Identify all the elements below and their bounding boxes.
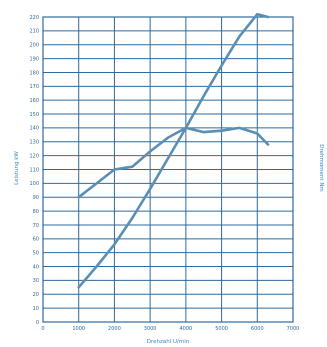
y-tick-label: 160 — [29, 98, 39, 104]
y-tick-label: 50 — [33, 250, 39, 256]
y-tick-label: 210 — [29, 29, 39, 35]
y-tick-label: 220 — [29, 15, 39, 21]
x-tick-label: 2000 — [108, 326, 121, 332]
y-tick-label: 150 — [29, 112, 39, 118]
y-tick-label: 90 — [33, 195, 39, 201]
y-axis-right-label: Drehmoment Nm — [318, 144, 324, 192]
series-group — [77, 12, 270, 289]
x-tick-label: 4000 — [179, 326, 192, 332]
x-axis-label: Drehzahl U/min — [147, 339, 190, 345]
series-line-1 — [77, 12, 270, 289]
y-tick-label: 170 — [29, 84, 39, 90]
x-tick-label: 0 — [41, 326, 44, 332]
y-tick-label: 190 — [29, 56, 39, 62]
y-tick-label: 140 — [29, 126, 39, 132]
x-tick-label: 6000 — [251, 326, 264, 332]
y-tick-label: 40 — [33, 264, 39, 270]
y-tick-label: 70 — [33, 223, 39, 229]
x-tick-label: 3000 — [144, 326, 157, 332]
x-tick-label: 7000 — [287, 326, 300, 332]
y-tick-label: 120 — [29, 153, 39, 159]
y-tick-label: 0 — [36, 320, 39, 326]
y-axis-left-label: Leistung kW — [14, 151, 20, 185]
y-tick-label: 20 — [33, 292, 39, 298]
y-tick-label: 10 — [33, 306, 39, 312]
y-tick-label: 180 — [29, 70, 39, 76]
y-tick-label: 100 — [29, 181, 39, 187]
y-tick-label: 200 — [29, 43, 39, 49]
series-line-2 — [77, 126, 270, 199]
y-tick-label: 130 — [29, 140, 39, 146]
plot-frame — [42, 16, 294, 323]
grid — [42, 16, 294, 323]
tick-labels: 0 1000 2000 3000 4000 5000 6000 7000 0 10 20 30 40 50… — [29, 15, 299, 332]
y-tick-label: 30 — [33, 278, 39, 284]
y-tick-label: 60 — [33, 237, 39, 243]
x-tick-label: 1000 — [72, 326, 85, 332]
x-tick-label: 5000 — [215, 326, 228, 332]
y-tick-label: 110 — [29, 167, 39, 173]
y-tick-label: 80 — [33, 209, 39, 215]
